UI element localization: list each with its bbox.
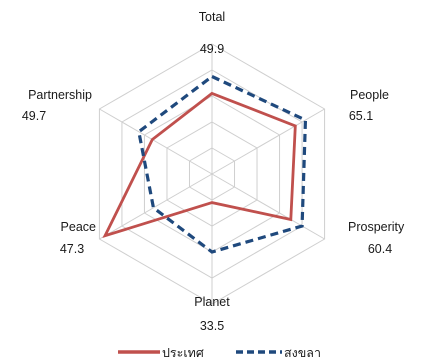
axis-label-prosperity: Prosperity: [348, 220, 405, 234]
legend: ประเทศ สงขลา: [118, 345, 321, 360]
series-line-0: [102, 91, 297, 239]
legend-label-0: ประเทศ: [162, 345, 204, 360]
grid-spoke-2: [211, 173, 325, 240]
axis-label-peace: Peace: [61, 220, 96, 234]
axis-label-partnership: Partnership: [28, 88, 92, 102]
legend-label-1: สงขลา: [284, 345, 321, 360]
axis-value-peace: 47.3: [60, 242, 84, 256]
axis-value-planet: 33.5: [200, 319, 224, 333]
axis-value-total: 49.9: [200, 42, 224, 56]
radar-series: [102, 74, 308, 254]
grid-spoke-5: [99, 108, 213, 175]
axis-label-total: Total: [199, 10, 225, 24]
grid-spoke-4: [99, 173, 213, 240]
axis-label-people: People: [350, 88, 389, 102]
axis-labels: Total 49.9 People 65.1 Prosperity 60.4 Planet 3…: [22, 10, 405, 333]
axis-value-people: 65.1: [349, 109, 373, 123]
grid-spoke-1: [211, 108, 325, 175]
radar-grid: [98, 43, 326, 305]
axis-value-partnership: 49.7: [22, 109, 46, 123]
axis-label-planet: Planet: [194, 295, 230, 309]
axis-value-prosperity: 60.4: [368, 242, 392, 256]
series-line-1: [137, 74, 308, 254]
